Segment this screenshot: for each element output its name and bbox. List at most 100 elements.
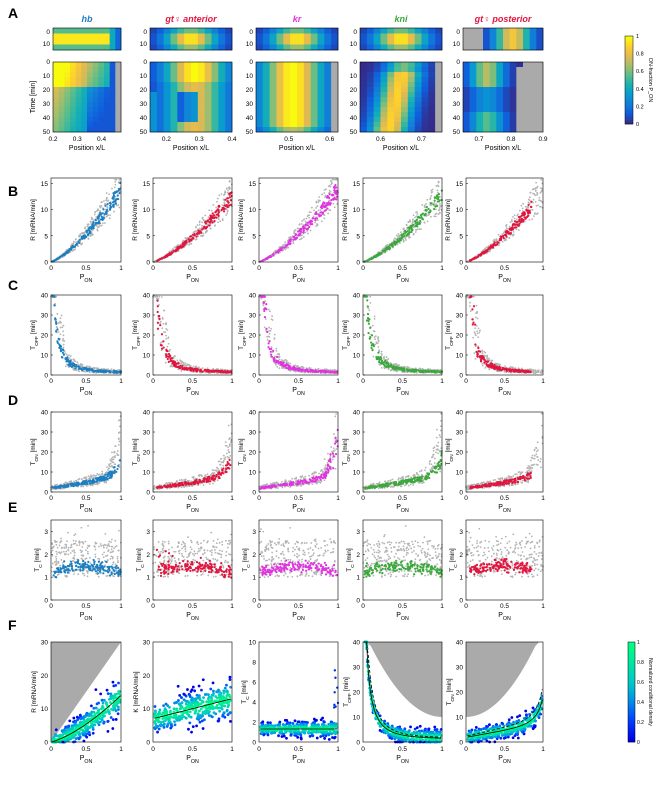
scatter-point: [189, 235, 192, 238]
scatter-point-bg: [113, 186, 116, 189]
heatmap-cell: [414, 82, 422, 88]
heatmap-cell: [414, 97, 422, 103]
scatter-point-bg: [293, 232, 296, 235]
scatter-point-bg: [377, 340, 380, 343]
heatmap-cell: [269, 39, 277, 45]
heatmap-cell: [297, 127, 305, 133]
scatter-point-bg: [535, 181, 538, 184]
heatmap-cell: [407, 44, 415, 51]
heatmap-cell: [421, 112, 429, 118]
heatmap-cell: [503, 107, 510, 113]
scatter-point-bg: [267, 335, 270, 338]
heatmap-cell: [529, 127, 537, 133]
scatter-point-bg: [267, 308, 270, 311]
heatmap-cell: [496, 117, 504, 123]
scatter-point: [179, 364, 182, 367]
tick-label: 40: [143, 293, 151, 300]
scatter-point-bg: [226, 212, 229, 215]
heatmap-cell: [366, 39, 374, 45]
heatmap-cell: [414, 127, 422, 133]
scatter-point-bg: [522, 202, 525, 205]
scatter-point-bg: [260, 297, 263, 300]
heatmap-cell: [283, 102, 291, 108]
heatmap-cell: [98, 28, 105, 34]
scatter-point-bg: [114, 178, 117, 181]
scatter-point: [204, 227, 207, 230]
scatter-point: [325, 202, 329, 205]
heatmap-cell: [516, 77, 524, 83]
scatter-point: [433, 196, 436, 199]
tick-label: 10: [249, 353, 257, 360]
heatmap-cell: [463, 122, 470, 128]
heatmap-cell: [197, 33, 205, 40]
scatter-point: [90, 368, 93, 371]
x-axis-label: Position x/L: [173, 145, 209, 152]
scatter-point: [61, 351, 65, 354]
heatmap-cell: [276, 122, 284, 128]
heatmap-cell: [87, 77, 93, 83]
tick-label: 10: [43, 41, 51, 48]
heatmap-cell: [75, 112, 82, 118]
scatter-point-bg: [217, 216, 220, 219]
heatmap-cell: [503, 44, 510, 51]
heatmap-cell: [276, 77, 284, 83]
heatmap-cell: [87, 87, 93, 93]
heatmap-cell: [53, 87, 59, 93]
scatter-point: [326, 196, 329, 199]
heatmap-cell: [191, 72, 199, 78]
scatter-point-bg: [433, 201, 436, 204]
heatmap-cell: [324, 87, 332, 93]
heatmap-cell: [421, 127, 429, 133]
colorbar-cell: [625, 69, 633, 72]
scatter-point: [311, 223, 314, 226]
tick-label: 1: [230, 265, 234, 272]
heatmap-cell: [516, 44, 524, 51]
heatmap-cell: [109, 102, 116, 108]
heatmap-cell: [75, 97, 82, 103]
scatter-point-bg: [105, 199, 108, 202]
heatmap-cell: [297, 44, 305, 51]
heatmap-cell: [529, 112, 537, 118]
scatter-point: [61, 348, 64, 351]
scatter-point-bg: [95, 225, 98, 227]
heatmap-cell: [394, 87, 402, 93]
heatmap-cell: [204, 122, 212, 128]
scatter-point-bg: [57, 331, 60, 333]
heatmap-cell: [104, 77, 110, 83]
scatter-point-bg: [310, 206, 313, 209]
heatmap-cell: [104, 72, 110, 78]
heatmap-cell: [387, 127, 395, 133]
heatmap-cell: [496, 102, 504, 108]
heatmap-cell: [170, 82, 178, 88]
heatmap-cell: [58, 87, 65, 93]
heatmap-cell: [469, 112, 477, 118]
heatmap-cell: [509, 87, 517, 93]
scatter-point-bg: [153, 295, 155, 298]
scatter-point: [331, 193, 334, 196]
scatter-point: [398, 240, 401, 243]
scatter-point-bg: [55, 325, 58, 328]
scatter-point: [170, 251, 173, 254]
heatmap-cell: [170, 122, 178, 128]
scatter-point-bg: [273, 337, 276, 340]
scatter-point-bg: [99, 206, 102, 209]
heatmap-cell: [463, 28, 470, 34]
heatmap-cell: [276, 72, 284, 78]
heatmap-cell: [197, 117, 205, 123]
heatmap-cell: [469, 33, 477, 40]
heatmap-cell: [387, 39, 395, 45]
scatter-point-bg: [190, 242, 193, 245]
scatter-point: [105, 210, 108, 213]
heatmap-cell: [489, 102, 497, 108]
heatmap-cell: [366, 44, 374, 51]
heatmap-cell: [421, 107, 429, 113]
heatmap-cell: [87, 72, 93, 78]
scatter-point: [220, 208, 223, 211]
scatter-point: [64, 357, 67, 360]
tick-label: 30: [453, 101, 461, 108]
heatmap-cell: [380, 92, 388, 98]
heatmap-cell: [98, 77, 105, 83]
heatmap-cell: [163, 62, 171, 68]
